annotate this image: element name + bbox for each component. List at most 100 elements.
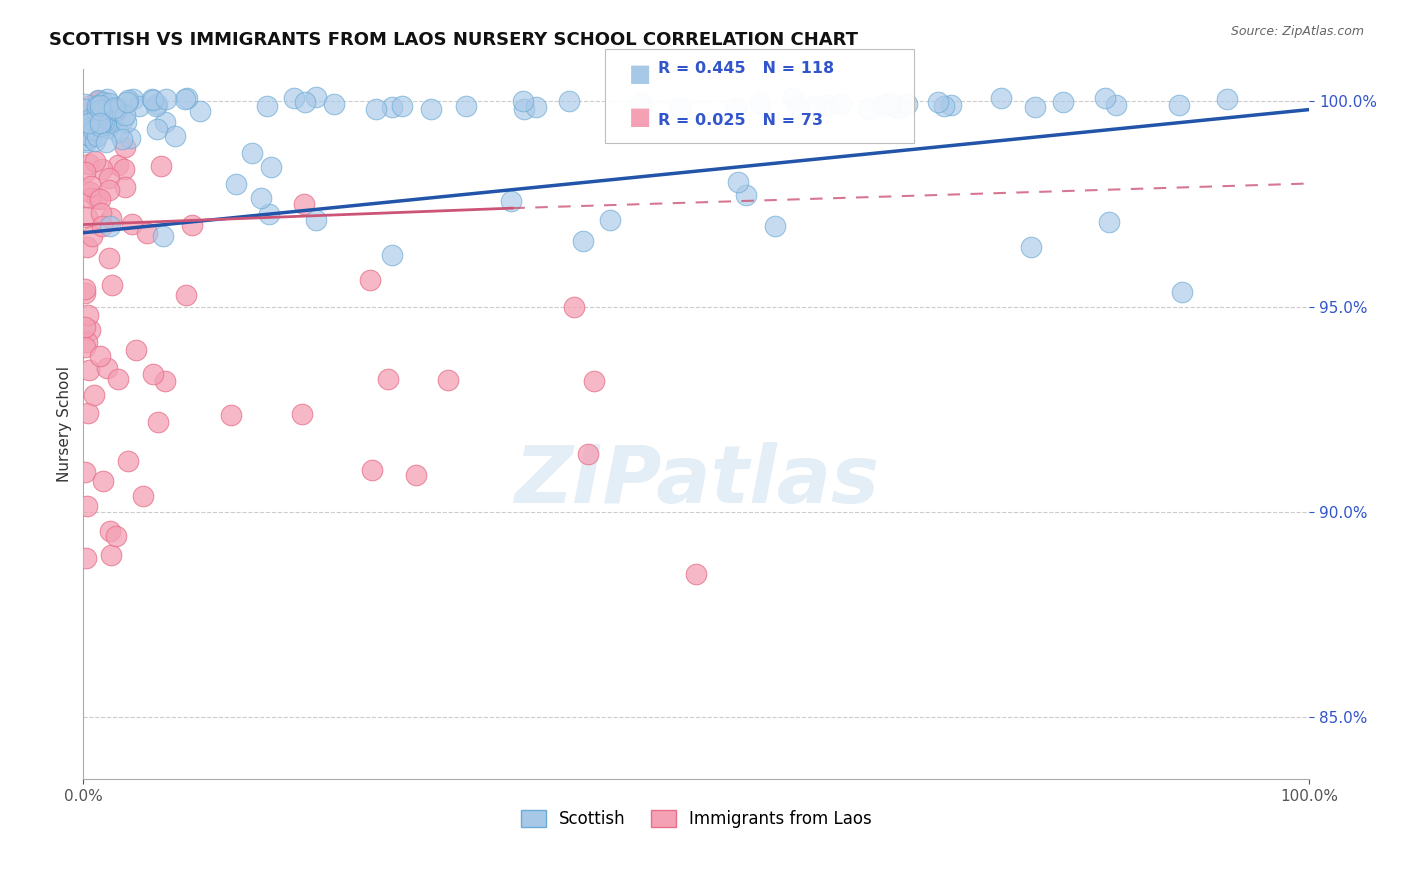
Point bbox=[786, 100, 808, 114]
Point bbox=[117, 454, 139, 468]
Point bbox=[121, 217, 143, 231]
Point bbox=[146, 121, 169, 136]
Point bbox=[366, 103, 388, 117]
Point bbox=[305, 90, 328, 104]
Point bbox=[75, 128, 97, 143]
Point bbox=[176, 91, 198, 105]
Point bbox=[87, 95, 110, 109]
Point bbox=[73, 465, 96, 479]
Point bbox=[80, 97, 103, 112]
Point bbox=[75, 97, 97, 112]
Point bbox=[76, 210, 98, 224]
Point bbox=[91, 99, 114, 113]
Point bbox=[748, 95, 770, 110]
Point bbox=[79, 129, 101, 144]
Point bbox=[582, 374, 605, 388]
Point bbox=[132, 489, 155, 503]
Point bbox=[512, 94, 534, 108]
Point bbox=[990, 91, 1012, 105]
Point bbox=[377, 371, 399, 385]
Point bbox=[79, 112, 101, 126]
Point bbox=[76, 240, 98, 254]
Point bbox=[75, 286, 97, 301]
Point bbox=[91, 161, 114, 176]
Point bbox=[896, 97, 918, 112]
Point bbox=[927, 95, 949, 110]
Point bbox=[155, 92, 177, 106]
Point bbox=[305, 212, 328, 227]
Point bbox=[76, 500, 98, 514]
Point bbox=[155, 114, 177, 128]
Point bbox=[98, 219, 121, 233]
Point bbox=[815, 98, 838, 112]
Point bbox=[86, 99, 108, 113]
Point bbox=[112, 162, 135, 177]
Point bbox=[98, 183, 121, 197]
Point bbox=[1052, 95, 1074, 109]
Point bbox=[437, 373, 460, 387]
Text: R = 0.445   N = 118: R = 0.445 N = 118 bbox=[658, 61, 834, 76]
Text: SCOTTISH VS IMMIGRANTS FROM LAOS NURSERY SCHOOL CORRELATION CHART: SCOTTISH VS IMMIGRANTS FROM LAOS NURSERY… bbox=[49, 31, 858, 49]
Point bbox=[323, 97, 346, 112]
Point bbox=[250, 191, 273, 205]
Point bbox=[576, 447, 599, 461]
Point bbox=[512, 102, 534, 116]
Point bbox=[1105, 98, 1128, 112]
Point bbox=[221, 408, 243, 422]
Point bbox=[79, 185, 101, 199]
Point bbox=[86, 191, 108, 205]
Point bbox=[94, 117, 117, 131]
Point bbox=[1168, 98, 1191, 112]
Point bbox=[1024, 100, 1046, 114]
Point bbox=[128, 99, 150, 113]
Point bbox=[107, 158, 129, 172]
Point bbox=[86, 94, 108, 108]
Point bbox=[283, 91, 305, 105]
Point bbox=[100, 548, 122, 562]
Point bbox=[668, 101, 690, 115]
Point bbox=[225, 177, 247, 191]
Point bbox=[260, 160, 283, 174]
Point bbox=[562, 300, 585, 314]
Point bbox=[82, 123, 104, 137]
Point bbox=[90, 114, 112, 128]
Point bbox=[145, 99, 167, 113]
Point bbox=[83, 134, 105, 148]
Point bbox=[291, 407, 314, 421]
Point bbox=[94, 135, 117, 149]
Point bbox=[73, 114, 96, 128]
Point bbox=[105, 103, 128, 117]
Point bbox=[98, 524, 121, 538]
Point bbox=[89, 193, 111, 207]
Point bbox=[79, 191, 101, 205]
Point bbox=[117, 93, 139, 107]
Point bbox=[90, 121, 112, 136]
Point bbox=[89, 116, 111, 130]
Point bbox=[1216, 92, 1239, 106]
Point bbox=[114, 140, 136, 154]
Point bbox=[105, 529, 128, 543]
Point bbox=[360, 463, 382, 477]
Text: ■: ■ bbox=[628, 105, 651, 129]
Point bbox=[115, 95, 138, 110]
Point bbox=[173, 92, 195, 106]
Point bbox=[76, 128, 98, 142]
Point bbox=[76, 406, 98, 420]
Point bbox=[405, 468, 427, 483]
Point bbox=[83, 388, 105, 402]
Point bbox=[100, 113, 122, 128]
Point bbox=[93, 114, 115, 128]
Point bbox=[76, 334, 98, 349]
Point bbox=[80, 120, 103, 134]
Point bbox=[803, 98, 825, 112]
Point bbox=[141, 92, 163, 106]
Point bbox=[98, 95, 121, 110]
Point bbox=[77, 157, 100, 171]
Point bbox=[83, 114, 105, 128]
Point bbox=[153, 374, 176, 388]
Point bbox=[763, 219, 786, 233]
Point bbox=[381, 100, 404, 114]
Point bbox=[872, 98, 894, 112]
Point bbox=[1098, 215, 1121, 229]
Point bbox=[240, 146, 263, 161]
